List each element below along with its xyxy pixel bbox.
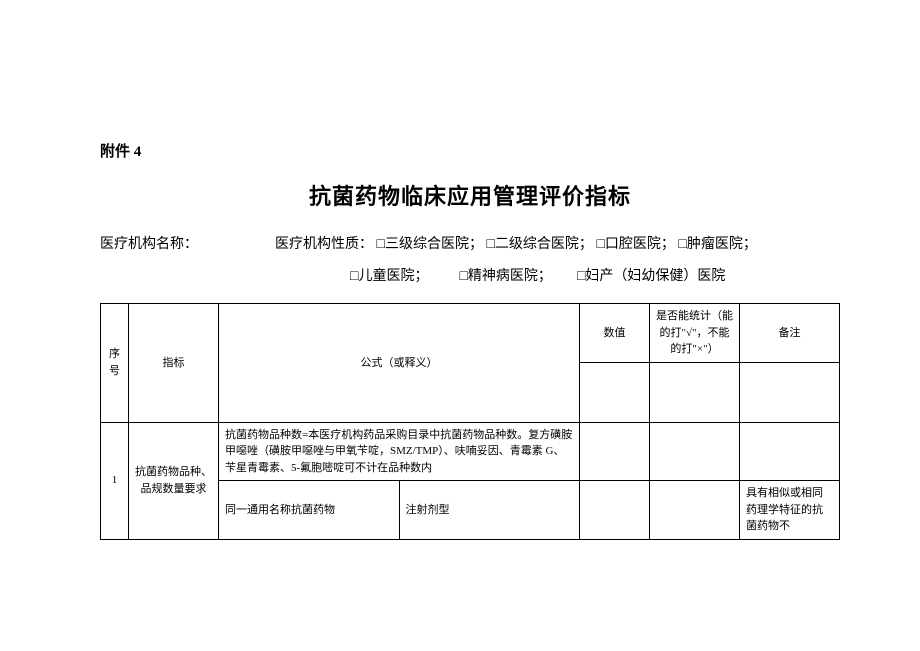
r1-formula-main: 抗菌药物品种数=本医疗机构药品采购目录中抗菌药物品种数。复方磺胺甲噁唑（磺胺甲噁… (219, 422, 580, 481)
opt-l3: □三级综合医院； (377, 237, 483, 252)
meta-line-1: 医疗机构名称： 医疗机构性质： □三级综合医院； □二级综合医院； □口腔医院；… (100, 233, 840, 253)
th-formula: 公式（或释义） (219, 304, 580, 423)
r1-sub-right: 注射剂型 (399, 481, 580, 540)
note-blank (740, 362, 840, 422)
r1-sub-stat (650, 481, 740, 540)
th-note: 备注 (740, 304, 840, 363)
nature-label: 医疗机构性质： (275, 237, 373, 252)
stat-blank (650, 362, 740, 422)
org-name-label: 医疗机构名称： (100, 237, 198, 252)
r1-value (580, 422, 650, 481)
th-indicator: 指标 (129, 304, 219, 423)
th-stat: 是否能统计（能的打"√"，不能的打"×"） (650, 304, 740, 363)
opt-tumor: □肿瘤医院； (678, 237, 756, 252)
opt-obgyn: □妇产（妇幼保健）医院 (577, 269, 725, 284)
r1-note (740, 422, 840, 481)
row-1-main: 1 抗菌药物品种、品规数量要求 抗菌药物品种数=本医疗机构药品采购目录中抗菌药物… (101, 422, 840, 481)
th-seq: 序号 (101, 304, 129, 423)
page-title: 抗菌药物临床应用管理评价指标 (100, 179, 840, 211)
opt-child: □儿童医院； (350, 269, 428, 284)
attachment-label: 附件 4 (100, 140, 840, 161)
indicator-table: 序号 指标 公式（或释义） 数值 是否能统计（能的打"√"，不能的打"×"） 备… (100, 303, 840, 540)
r1-sub-left: 同一通用名称抗菌药物 (219, 481, 400, 540)
r1-indicator: 抗菌药物品种、品规数量要求 (129, 422, 219, 539)
r1-seq: 1 (101, 422, 129, 539)
opt-l2: □二级综合医院； (486, 237, 592, 252)
opt-psych: □精神病医院； (459, 269, 551, 284)
th-value: 数值 (580, 304, 650, 363)
r1-sub-note: 具有相似或相同药理学特征的抗菌药物不 (740, 481, 840, 540)
meta-line-2: □儿童医院； □精神病医院； □妇产（妇幼保健）医院 (100, 265, 840, 285)
r1-stat (650, 422, 740, 481)
header-row-1: 序号 指标 公式（或释义） 数值 是否能统计（能的打"√"，不能的打"×"） 备… (101, 304, 840, 363)
value-blank (580, 362, 650, 422)
r1-sub-value (580, 481, 650, 540)
opt-dental: □口腔医院； (596, 237, 674, 252)
